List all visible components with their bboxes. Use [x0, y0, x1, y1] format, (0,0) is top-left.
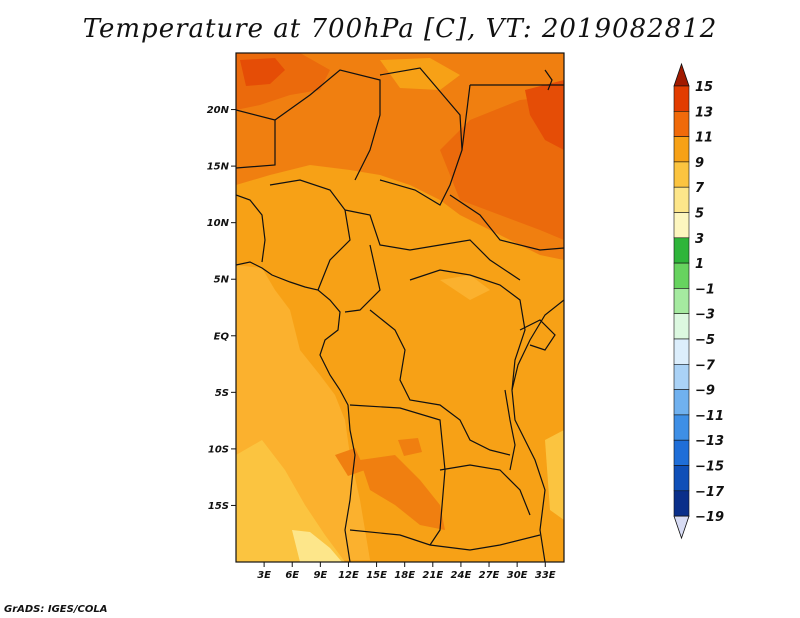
border-chad-sudan [461, 84, 471, 151]
colorbar-label: 1 [695, 257, 704, 272]
lat-tick-label: EQ [214, 331, 230, 342]
colorbar-label: 3 [695, 232, 704, 247]
lon-tick-label: 9E [313, 570, 327, 581]
chart-title: Temperature at 700hPa [C], VT: 201908281… [82, 14, 718, 44]
border-drc-south [369, 309, 511, 456]
field-warmer-sudan [440, 95, 564, 240]
colorbar-label: 5 [695, 207, 704, 222]
colorbar-segment [673, 288, 690, 314]
border-zambia [439, 464, 531, 516]
border-west-africa [236, 194, 266, 263]
lon-tick-label: 18E [394, 570, 415, 581]
colorbar-label: −1 [695, 282, 715, 297]
indian-ocean-coastline [511, 299, 564, 562]
colorbar-label: −15 [695, 460, 724, 475]
colorbar-segment [673, 85, 690, 112]
colorbar-label: −17 [695, 485, 725, 500]
atlantic-coastline [236, 261, 356, 562]
colorbar-bottom-arrow [673, 515, 690, 540]
lat-tick-label: 20N [207, 105, 230, 116]
lat-tick-label: 5S [215, 388, 229, 399]
longitude-axis: 3E 6E 9E 12E 15E 18E 21E 24E 27E 30E 33E [257, 562, 556, 581]
colorbar-segment [673, 414, 690, 441]
colorbar-segment [673, 313, 690, 340]
field-cooler-southwest [236, 440, 345, 562]
border-drc-north-east [409, 269, 526, 391]
colorbar-top-arrow [673, 62, 690, 87]
map-frame [235, 52, 565, 563]
border-mali-niger [274, 69, 381, 181]
lon-tick-label: 30E [507, 570, 528, 581]
colorbar-segment [673, 389, 690, 416]
lat-tick-label: 5N [214, 275, 230, 286]
field-coolest-southwest [292, 530, 342, 562]
colorbar-segment [673, 363, 690, 390]
colorbar-label: 11 [695, 131, 713, 146]
border-angola [349, 404, 446, 546]
border-chad [379, 67, 463, 206]
latitude-axis: 20N 15N 10N 5N EQ 5S 10S 15S [207, 105, 236, 512]
colorbar-segment [673, 338, 690, 365]
colorbar-label: −19 [695, 510, 724, 525]
field-hot-east [525, 80, 564, 150]
colorbar-segment [673, 465, 690, 492]
lon-tick-label: 6E [285, 570, 299, 581]
colorbar-label: −7 [695, 358, 716, 373]
colorbar-label: −5 [695, 333, 715, 348]
colorbar-label: 13 [695, 105, 713, 120]
border-mauritania [236, 109, 276, 169]
lon-tick-label: 27E [479, 570, 500, 581]
colorbar-segment [673, 161, 690, 188]
colorbar-segment [673, 237, 690, 264]
colorbar-label: −3 [695, 308, 715, 323]
lat-tick-label: 15S [208, 501, 229, 512]
colorbar-label: −13 [695, 434, 724, 449]
colorbar-label: 7 [695, 181, 705, 196]
field-warm-patch-b [398, 438, 422, 456]
field-cool-patch-congo [440, 275, 490, 300]
lat-tick-label: 10N [207, 218, 230, 229]
footer-credit: GrADS: IGES/COLA [4, 604, 108, 615]
coastlines-borders [236, 67, 564, 562]
lon-tick-label: 3E [257, 570, 271, 581]
colorbar-segment [673, 490, 690, 517]
colorbar-segment [673, 212, 690, 239]
temperature-field [236, 53, 564, 562]
lat-tick-label: 10S [208, 444, 229, 455]
field-warm-angola [360, 455, 445, 530]
lon-tick-label: 15E [366, 570, 387, 581]
lon-tick-label: 24E [451, 570, 472, 581]
border-cameroon [344, 244, 381, 313]
lake-tanganyika [504, 389, 516, 471]
colorbar-label: −9 [695, 384, 715, 399]
colorbar-label: 15 [695, 80, 713, 95]
border-sudan-south [449, 194, 564, 251]
field-cool-east-coast [545, 430, 564, 520]
lat-tick-label: 15N [207, 162, 230, 173]
border-car [344, 209, 521, 281]
colorbar-segment [673, 439, 690, 466]
field-warm-patch-a [335, 448, 365, 476]
field-hot-sahara [240, 58, 285, 86]
lon-tick-label: 21E [422, 570, 443, 581]
lon-tick-label: 12E [338, 570, 359, 581]
colorbar-label: −11 [695, 409, 724, 424]
border-south [349, 529, 541, 551]
colorbar-segment [673, 111, 690, 137]
colorbar-segment [673, 262, 690, 289]
colorbar-segment [673, 136, 690, 163]
colorbar-segment [673, 186, 690, 213]
colorbar-label: 9 [695, 156, 704, 171]
field-mild-libya [380, 58, 460, 90]
colorbar: 15 13 11 9 7 5 3 1 −1 −3 −5 −7 −9 −11 −13 −15 −17 −19 [673, 62, 725, 540]
lake-victoria [519, 319, 556, 351]
lon-tick-label: 33E [535, 570, 556, 581]
nile-delta-border [544, 69, 553, 91]
